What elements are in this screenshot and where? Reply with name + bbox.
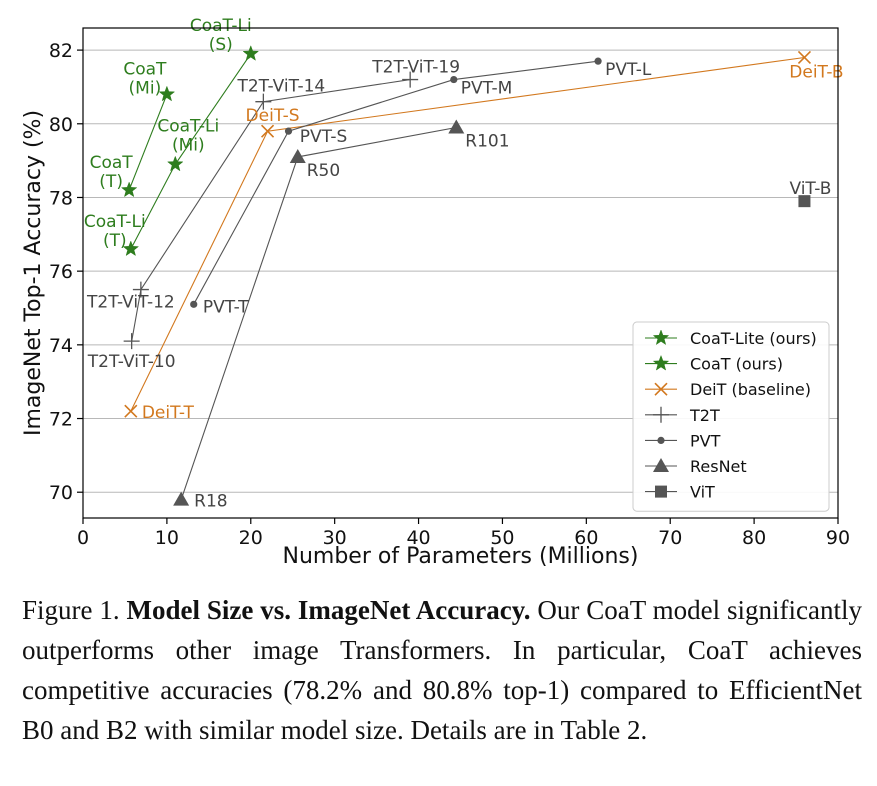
data-point [173, 491, 190, 506]
point-label: DeiT-T [142, 403, 195, 423]
point-label: PVT-L [605, 60, 652, 80]
series-markers [120, 45, 812, 506]
y-tick-label: 78 [49, 187, 73, 209]
x-tick-label: 0 [77, 527, 89, 549]
x-tick-label: 70 [658, 527, 682, 549]
data-point [448, 119, 465, 134]
data-point [132, 281, 149, 298]
legend-box [632, 321, 830, 512]
data-point [166, 155, 184, 172]
chart: CoaT-Li (T) CoaT-Li (Mi) CoaT-Li (S) CoaT (T) Co… [21, 16, 850, 569]
data-point [158, 85, 176, 102]
y-axis-label: ImageNet Top-1 Accuracy (%) [21, 110, 46, 436]
point-label: R50 [307, 161, 340, 181]
point-label: PVT-T [203, 297, 249, 317]
data-point [123, 333, 140, 350]
x-tick-label: 40 [406, 527, 430, 549]
data-point [402, 71, 419, 88]
point-label: PVT-M [461, 79, 513, 99]
y-tick-label: 80 [49, 114, 73, 136]
series-line [193, 60, 599, 305]
legend-marker [653, 406, 669, 423]
legend-marker [657, 436, 665, 444]
legend-label: ViT [690, 483, 715, 502]
data-point [284, 127, 293, 135]
legend-marker [654, 382, 668, 396]
legend-label: CoaT (ours) [690, 355, 783, 374]
caption-body: Our CoaT model significantly outperforms… [22, 595, 863, 745]
caption-title: Model Size vs. ImageNet Accuracy. [126, 595, 531, 625]
legend-marker [655, 485, 667, 498]
y-tick-label: 82 [49, 40, 73, 62]
point-label: T2T-ViT-12 [86, 293, 175, 313]
y-tick-label: 74 [49, 335, 73, 357]
series-line [131, 79, 411, 342]
point-label: T2T-ViT-19 [371, 58, 460, 78]
y-tick-label: 76 [49, 261, 73, 283]
legend-marker [652, 329, 670, 346]
data-point [260, 124, 275, 138]
point-label: ViT-B [789, 179, 831, 199]
legend-marker [653, 458, 669, 472]
y-tick-label: 72 [49, 409, 73, 431]
x-tick-label: 50 [490, 527, 514, 549]
legend-label: PVT [690, 431, 721, 450]
data-point [242, 45, 260, 61]
y-tick-label: 70 [49, 482, 73, 504]
data-point [289, 148, 306, 163]
data-point [450, 75, 458, 84]
caption-prefix: Figure 1. [22, 595, 120, 625]
x-tick-label: 60 [574, 527, 598, 549]
x-tick-label: 30 [323, 527, 347, 549]
plot-frame [82, 27, 839, 519]
x-axis-label: Number of Parameters (Millions) [283, 544, 639, 569]
point-label: R18 [194, 492, 227, 512]
point-label: PVT-S [300, 127, 348, 147]
series-line [128, 94, 168, 191]
legend-label: CoaT-Lite (ours) [690, 329, 817, 348]
point-label: T2T-ViT-14 [236, 77, 325, 97]
point-label: CoaT (T) [90, 153, 134, 192]
data-point [255, 93, 272, 110]
point-labels: CoaT-Li (T) CoaT-Li (Mi) CoaT-Li (S) CoaT (T) Co… [84, 16, 844, 512]
data-point [594, 57, 602, 65]
point-label: DeiT-B [789, 62, 843, 82]
x-tick-label: 20 [239, 527, 263, 549]
point-label: CoaT-Li (S) [190, 16, 252, 55]
legend-label: DeiT (baseline) [690, 380, 811, 399]
data-point [120, 181, 138, 198]
legend-label: ResNet [690, 457, 747, 476]
data-point [190, 300, 198, 308]
x-tick-label: 10 [155, 527, 179, 549]
point-label: T2T-ViT-10 [87, 352, 176, 372]
legend-label: T2T [689, 406, 720, 425]
legend-marker [652, 354, 670, 371]
x-tick-label: 80 [742, 527, 766, 549]
data-point [798, 195, 811, 208]
data-point [122, 240, 140, 257]
x-tick-label: 90 [826, 527, 850, 549]
point-label: R101 [465, 131, 509, 151]
point-label: CoaT (Mi) [123, 59, 167, 98]
data-point [124, 404, 138, 418]
point-label: CoaT-Li (Mi) [157, 116, 219, 155]
axis-ticks: 70 72 74 76 78 80 82 0 10 20 30 40 50 60 70 80 90 [49, 40, 850, 549]
point-label: DeiT-S [246, 106, 300, 126]
figure-caption: Figure 1. Model Size vs. ImageNet Accura… [22, 590, 862, 750]
legend: CoaT-Lite (ours) CoaT (ours) DeiT (baselin… [632, 321, 830, 512]
point-label: CoaT-Li (T) [84, 212, 146, 251]
data-point [797, 50, 812, 65]
